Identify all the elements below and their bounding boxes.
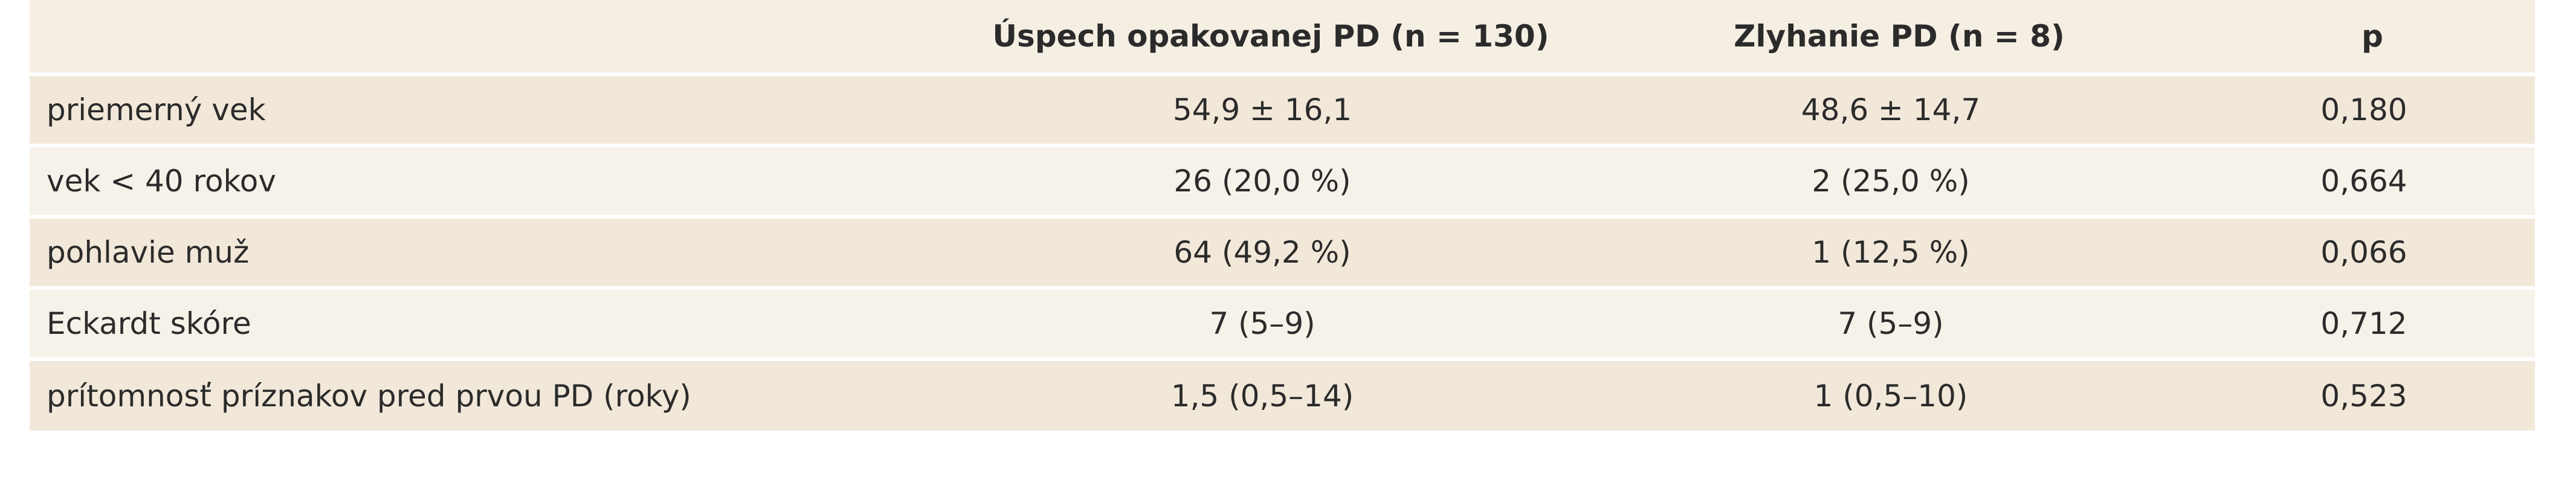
header-cell: p bbox=[2361, 19, 2383, 54]
table: Úspech opakovanej PD (n = 130) Zlyhanie … bbox=[30, 0, 2535, 430]
table-cell: 0,523 bbox=[2320, 378, 2407, 414]
table-cell: 0,712 bbox=[2320, 306, 2407, 341]
table-body: priemerný vek 54,9 ± 16,1 48,6 ± 14,7 0,180… bbox=[30, 74, 2535, 430]
table-header: Úspech opakovanej PD (n = 130) Zlyhanie … bbox=[30, 0, 2535, 74]
table-cell: 1 (0,5–10) bbox=[1813, 378, 1968, 414]
header-cell: Zlyhanie PD (n = 8) bbox=[1734, 19, 2065, 54]
table-cell: 0,066 bbox=[2320, 235, 2407, 270]
table-row: vek < 40 rokov 26 (20,0 %) 2 (25,0 %) 0,664 bbox=[30, 146, 2535, 217]
table-row: Eckardt skóre 7 (5–9) 7 (5–9) 0,712 bbox=[30, 288, 2535, 359]
table-cell: 0,180 bbox=[2320, 92, 2407, 127]
table-container: Úspech opakovanej PD (n = 130) Zlyhanie … bbox=[30, 0, 2535, 430]
table-row: pohlavie muž 64 (49,2 %) 1 (12,5 %) 0,066 bbox=[30, 217, 2535, 288]
row-label: Eckardt skóre bbox=[47, 306, 251, 341]
table-cell: 48,6 ± 14,7 bbox=[1801, 92, 1981, 127]
table-cell: 2 (25,0 %) bbox=[1812, 164, 1970, 199]
header-cell: Úspech opakovanej PD (n = 130) bbox=[992, 19, 1549, 54]
row-label: pohlavie muž bbox=[47, 235, 250, 270]
header-row: Úspech opakovanej PD (n = 130) Zlyhanie … bbox=[30, 0, 2535, 74]
row-label: vek < 40 rokov bbox=[47, 164, 276, 199]
table-cell: 7 (5–9) bbox=[1838, 306, 1944, 341]
table-row: prítomnosť príznakov pred prvou PD (roky… bbox=[30, 359, 2535, 430]
table-cell: 1,5 (0,5–14) bbox=[1170, 378, 1354, 414]
table-cell: 54,9 ± 16,1 bbox=[1172, 92, 1352, 127]
table-cell: 26 (20,0 %) bbox=[1173, 164, 1351, 199]
table-cell: 1 (12,5 %) bbox=[1812, 235, 1970, 270]
row-label: priemerný vek bbox=[47, 92, 266, 127]
row-label: prítomnosť príznakov pred prvou PD (roky… bbox=[47, 378, 691, 414]
table-cell: 64 (49,2 %) bbox=[1173, 235, 1351, 270]
header-cell bbox=[30, 0, 936, 74]
table-row: priemerný vek 54,9 ± 16,1 48,6 ± 14,7 0,180 bbox=[30, 74, 2535, 146]
table-cell: 0,664 bbox=[2320, 164, 2407, 199]
table-cell: 7 (5–9) bbox=[1209, 306, 1315, 341]
